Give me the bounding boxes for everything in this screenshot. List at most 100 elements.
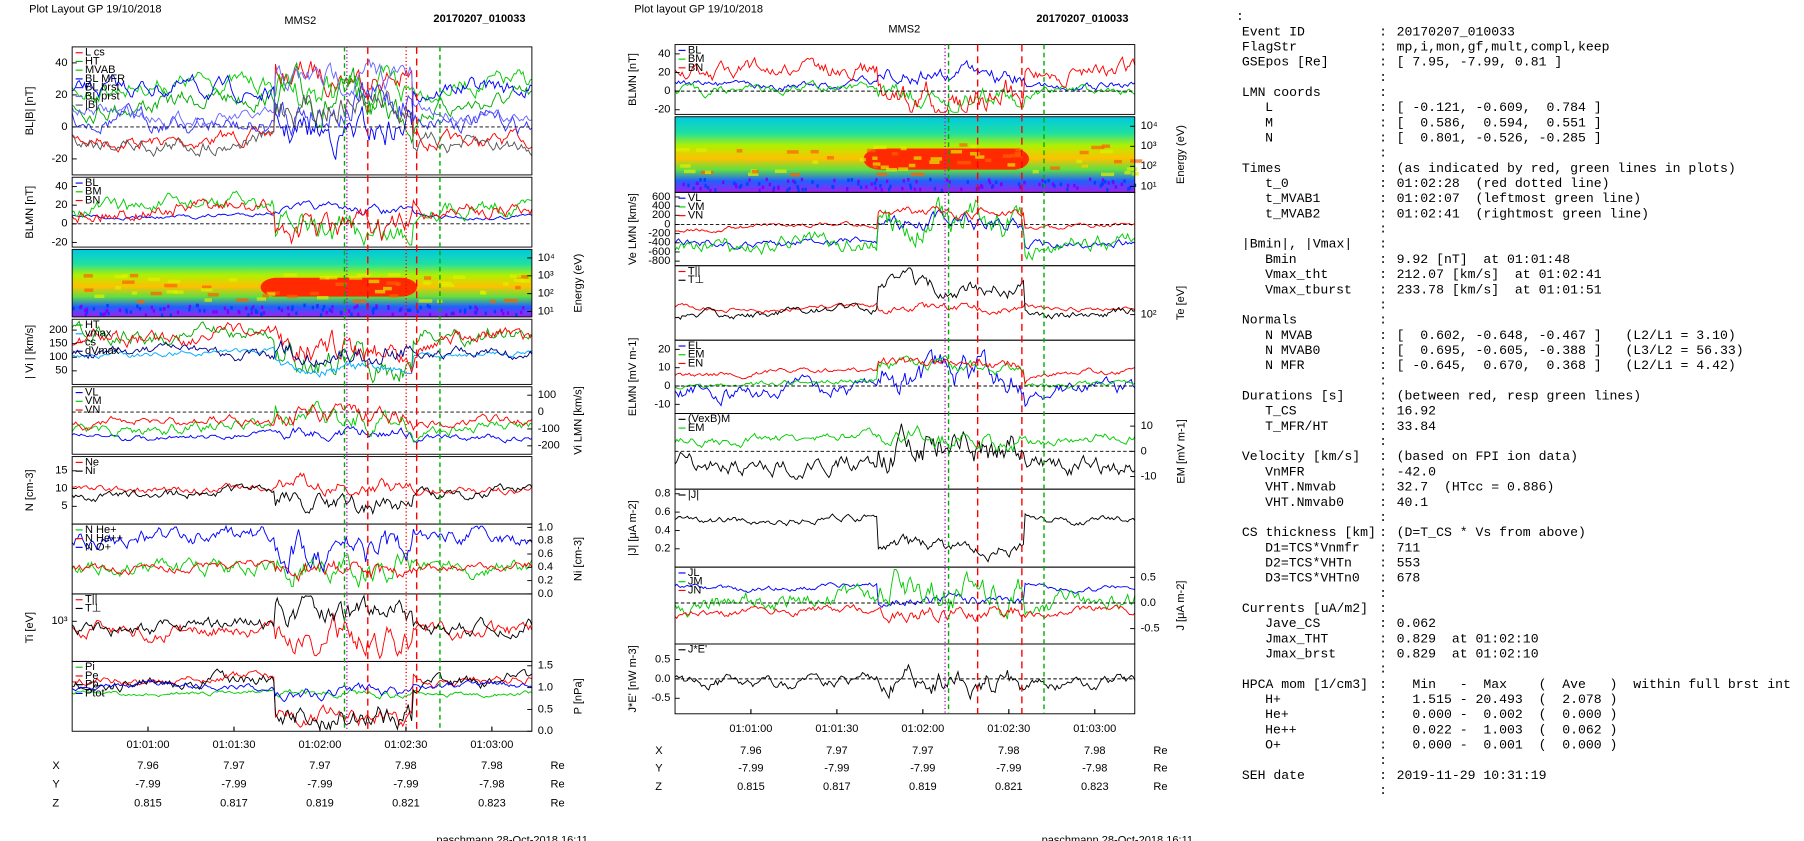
spectrogram-noise [960, 187, 963, 191]
plot-title: MMS2 [284, 15, 316, 27]
legend-label: Pb [85, 679, 99, 691]
spectrogram-speckle [387, 273, 401, 277]
spectrogram-noise [1019, 185, 1022, 189]
separator: : [1379, 191, 1387, 206]
spectrogram-speckle [129, 273, 139, 278]
spectrogram-noise [406, 308, 410, 313]
trace [72, 559, 533, 583]
trace [71, 669, 533, 728]
separator: : [1379, 692, 1387, 707]
spectrogram-noise [125, 308, 128, 312]
trace [71, 198, 533, 245]
field-value: [ 7.95, -7.99, 0.81 ] [1397, 55, 1563, 70]
separator: : [1379, 297, 1387, 312]
legend-label: (VexB)M [688, 413, 730, 425]
spectrogram-speckle [900, 146, 907, 151]
legend-label: EM [688, 422, 705, 434]
spectrogram-noise [426, 304, 429, 308]
spectrogram-speckle [423, 276, 432, 280]
field-key: Jmax_brst [1265, 647, 1336, 662]
spectrogram-noise [880, 188, 883, 192]
spectrogram-speckle [810, 149, 819, 154]
legend-label: EL [688, 340, 702, 352]
y-tick-label: 0 [664, 218, 670, 230]
field-key: t_MVAB2 [1265, 206, 1320, 221]
spectrogram-speckle [1130, 159, 1143, 163]
field-key: D1=TCS*Vnmfr [1265, 540, 1360, 555]
spectrogram-noise [409, 308, 412, 313]
spectrogram-noise [1093, 181, 1097, 185]
spectrogram-noise [1123, 179, 1126, 183]
spectrogram-noise [328, 308, 332, 312]
spectrogram-noise [136, 304, 139, 309]
spectrogram-noise [758, 188, 761, 193]
spectrogram-noise [865, 185, 868, 189]
spectrogram-speckle [872, 162, 881, 166]
spectrogram-speckle [453, 275, 466, 280]
x-tick-label: 01:02:00 [901, 723, 944, 735]
spectrogram-speckle [827, 156, 834, 160]
spectrogram-speckle [267, 292, 276, 296]
spectrogram-noise [152, 309, 156, 313]
spectrogram-speckle [1014, 151, 1024, 156]
y-axis-label: Energy (eV) [572, 254, 584, 313]
spectrogram-speckle [1126, 167, 1138, 171]
spectrogram-speckle [520, 279, 530, 283]
field-value: 0.062 [1397, 616, 1436, 631]
spectrogram-noise [875, 178, 878, 182]
spectrogram-noise [176, 310, 180, 315]
ephemeris-value: 7.96 [137, 760, 159, 772]
spectrogram-noise [107, 311, 110, 316]
spectrogram-noise [879, 184, 882, 188]
y-tick-label: 0.0 [538, 588, 553, 600]
separator: : [1379, 24, 1387, 39]
spectrogram-speckle [1079, 150, 1089, 155]
spectrogram-noise [260, 305, 264, 310]
spectrogram-noise [311, 305, 315, 310]
y-tick-label: 0.4 [538, 561, 553, 573]
spectrogram-noise [901, 186, 904, 191]
spectrogram-speckle [1100, 149, 1113, 154]
spectrogram-noise [99, 312, 103, 316]
spectrogram-noise [500, 308, 503, 313]
ephemeris-value: 0.823 [1081, 781, 1109, 793]
separator: : [1379, 434, 1387, 449]
separator: : [1379, 783, 1387, 798]
y-axis-label: Vi LMN [km/s] [572, 386, 584, 455]
spectrogram-noise [291, 307, 294, 312]
field-key: Durations [s] [1242, 389, 1345, 404]
ephemeris-value: 0.817 [823, 781, 851, 793]
field-value: 678 [1397, 571, 1421, 586]
spectrogram-noise [319, 313, 323, 317]
ephemeris-value: 7.98 [1084, 745, 1106, 757]
spectrogram-noise [459, 309, 462, 313]
spectrogram-speckle [748, 172, 759, 177]
field-value: 0.000 - 0.002 ( 0.000 ) [1397, 707, 1618, 722]
spectrogram-noise [793, 180, 797, 185]
x-tick-label: 01:01:00 [127, 739, 170, 751]
spectrogram-speckle [516, 275, 529, 279]
spectrogram-speckle [891, 151, 899, 156]
legend-label: JL [688, 567, 700, 579]
separator: : [1379, 343, 1387, 358]
spectrogram-noise [387, 305, 390, 309]
spectrogram-noise [502, 311, 505, 316]
spectrogram-noise [375, 304, 378, 308]
panel-frame [674, 488, 1136, 568]
spectrogram-speckle [950, 149, 963, 154]
spectrogram-noise [915, 179, 918, 184]
ephemeris-value: 0.823 [478, 797, 506, 809]
spectrogram-noise [506, 311, 510, 315]
spectrogram-noise [102, 312, 105, 317]
field-value: 32.7 (HTcc = 0.886) [1397, 480, 1555, 495]
spectrogram-noise [768, 182, 772, 187]
spectrogram-speckle [913, 156, 922, 160]
spectrogram-noise [845, 188, 849, 192]
spectrogram-speckle [985, 158, 992, 163]
x-tick-label: 01:03:00 [1073, 723, 1116, 735]
spectrogram-speckle [957, 160, 971, 165]
spectrogram-noise [260, 312, 263, 317]
field-key: N [1265, 131, 1273, 146]
trace [71, 61, 533, 153]
spectrogram-noise [1066, 187, 1069, 192]
